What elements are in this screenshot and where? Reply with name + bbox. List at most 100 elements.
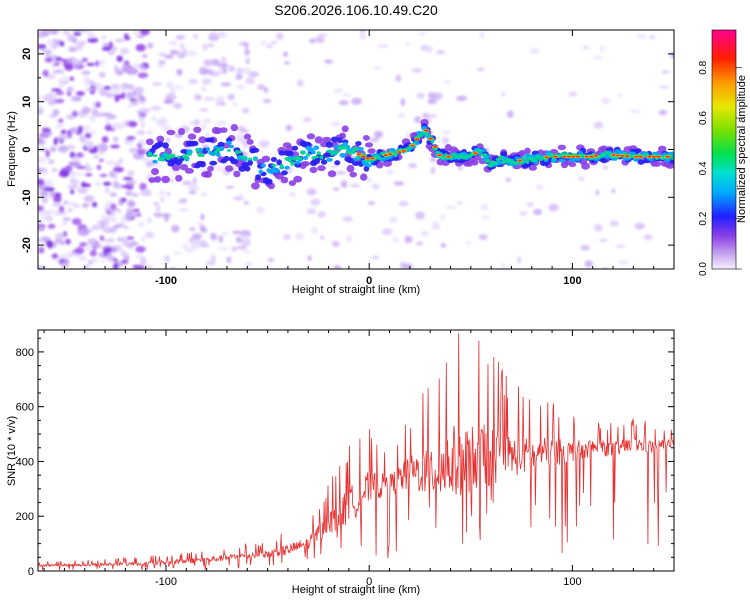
- y-tick-label: 600: [16, 402, 34, 414]
- noise-blob: [64, 238, 71, 245]
- ridge-blob: [258, 169, 263, 175]
- noise-blob: [169, 87, 176, 95]
- ridge-blob: [243, 157, 247, 161]
- colorbar-gradient: [712, 30, 736, 269]
- noise-blob: [120, 216, 127, 224]
- noise-blob: [45, 240, 54, 248]
- noise-blob: [231, 246, 238, 252]
- ridge-blob: [430, 139, 435, 144]
- snr-series-line: [38, 332, 674, 571]
- noise-blob: [41, 30, 51, 37]
- ridge-blob: [177, 155, 181, 159]
- ridge-blob: [459, 153, 464, 158]
- ridge-blob: [287, 158, 293, 163]
- ridge-peak-core: [553, 155, 559, 158]
- ridge-peak-core: [356, 153, 362, 156]
- ridge-blob: [270, 157, 277, 162]
- noise-blob: [307, 207, 317, 211]
- noise-blob: [169, 266, 177, 269]
- noise-blob: [593, 121, 604, 129]
- noise-blob: [186, 50, 198, 57]
- noise-blob: [333, 264, 342, 269]
- noise-blob: [634, 222, 645, 230]
- noise-blob: [636, 34, 647, 39]
- ridge-peak-core: [428, 137, 433, 140]
- snr-ticks: -100 0 100 0 200 400 600 800: [16, 330, 675, 588]
- noise-blob: [49, 190, 55, 198]
- ridge-blob: [261, 155, 271, 163]
- noise-blob: [505, 177, 512, 182]
- ridge-blob: [205, 147, 211, 152]
- ridge-blob: [226, 141, 232, 145]
- noise-blob: [139, 190, 149, 196]
- noise-blob: [422, 112, 430, 120]
- noise-blob: [661, 70, 670, 74]
- ridge-blob: [317, 165, 326, 172]
- noise-blob: [228, 65, 235, 72]
- noise-blob: [100, 259, 107, 263]
- ridge-blob: [238, 166, 247, 172]
- noise-blob: [47, 223, 56, 229]
- noise-blob: [65, 145, 77, 149]
- noise-blob: [38, 44, 47, 50]
- noise-blob: [95, 101, 101, 108]
- ridge-blob: [538, 158, 543, 162]
- noise-blob: [119, 47, 130, 55]
- noise-blob: [135, 213, 142, 217]
- noise-blob: [38, 178, 45, 186]
- noise-blob: [408, 163, 418, 169]
- noise-blob: [231, 230, 241, 234]
- noise-blob: [600, 97, 611, 105]
- x-tick-label: 100: [563, 275, 581, 287]
- noise-blob: [105, 117, 110, 126]
- noise-blob: [108, 41, 113, 50]
- ridge-blob: [255, 174, 262, 181]
- noise-blob: [53, 137, 58, 146]
- noise-blob: [126, 236, 135, 240]
- noise-blob: [236, 67, 243, 75]
- noise-blob: [125, 211, 136, 219]
- colorbar: 0.0 0.2 0.4 0.6 0.8 Normalized spectral ampl…: [698, 29, 748, 276]
- noise-blob: [180, 42, 185, 51]
- ridge-blob: [406, 146, 411, 150]
- noise-blob: [400, 98, 406, 107]
- noise-blob: [296, 79, 304, 87]
- noise-blob: [205, 260, 216, 266]
- ridge-blob: [664, 158, 671, 163]
- noise-blob: [178, 207, 189, 213]
- ridge-peak-core: [361, 155, 366, 158]
- ridge-blob: [184, 168, 194, 174]
- noise-blob: [477, 67, 485, 72]
- ridge-blob: [281, 170, 288, 176]
- spectrogram-heatmap: [38, 30, 674, 269]
- noise-blob: [245, 57, 250, 65]
- noise-blob: [139, 30, 150, 36]
- ridge-blob: [435, 150, 441, 154]
- noise-blob: [53, 62, 60, 66]
- noise-blob: [617, 260, 629, 265]
- noise-blob: [310, 198, 321, 206]
- noise-blob: [135, 43, 146, 52]
- ridge-blob: [203, 170, 213, 178]
- noise-blob: [320, 235, 325, 240]
- noise-blob: [342, 216, 353, 223]
- noise-blob: [599, 44, 605, 53]
- ridge-blob: [171, 163, 181, 171]
- ridge-blob: [548, 152, 554, 158]
- noise-blob: [211, 58, 220, 66]
- noise-blob: [248, 71, 260, 78]
- ridge-blob: [253, 157, 258, 161]
- noise-blob: [141, 122, 145, 128]
- noise-blob: [182, 242, 188, 250]
- noise-blob: [103, 181, 112, 186]
- noise-blob: [205, 132, 210, 138]
- noise-blob: [218, 235, 224, 243]
- noise-blob: [158, 52, 168, 57]
- ridge-blob: [635, 148, 642, 154]
- noise-blob: [630, 110, 640, 114]
- ridge-blob: [658, 145, 667, 152]
- noise-blob: [217, 95, 226, 103]
- noise-blob: [431, 226, 441, 230]
- ridge-blob: [156, 141, 164, 148]
